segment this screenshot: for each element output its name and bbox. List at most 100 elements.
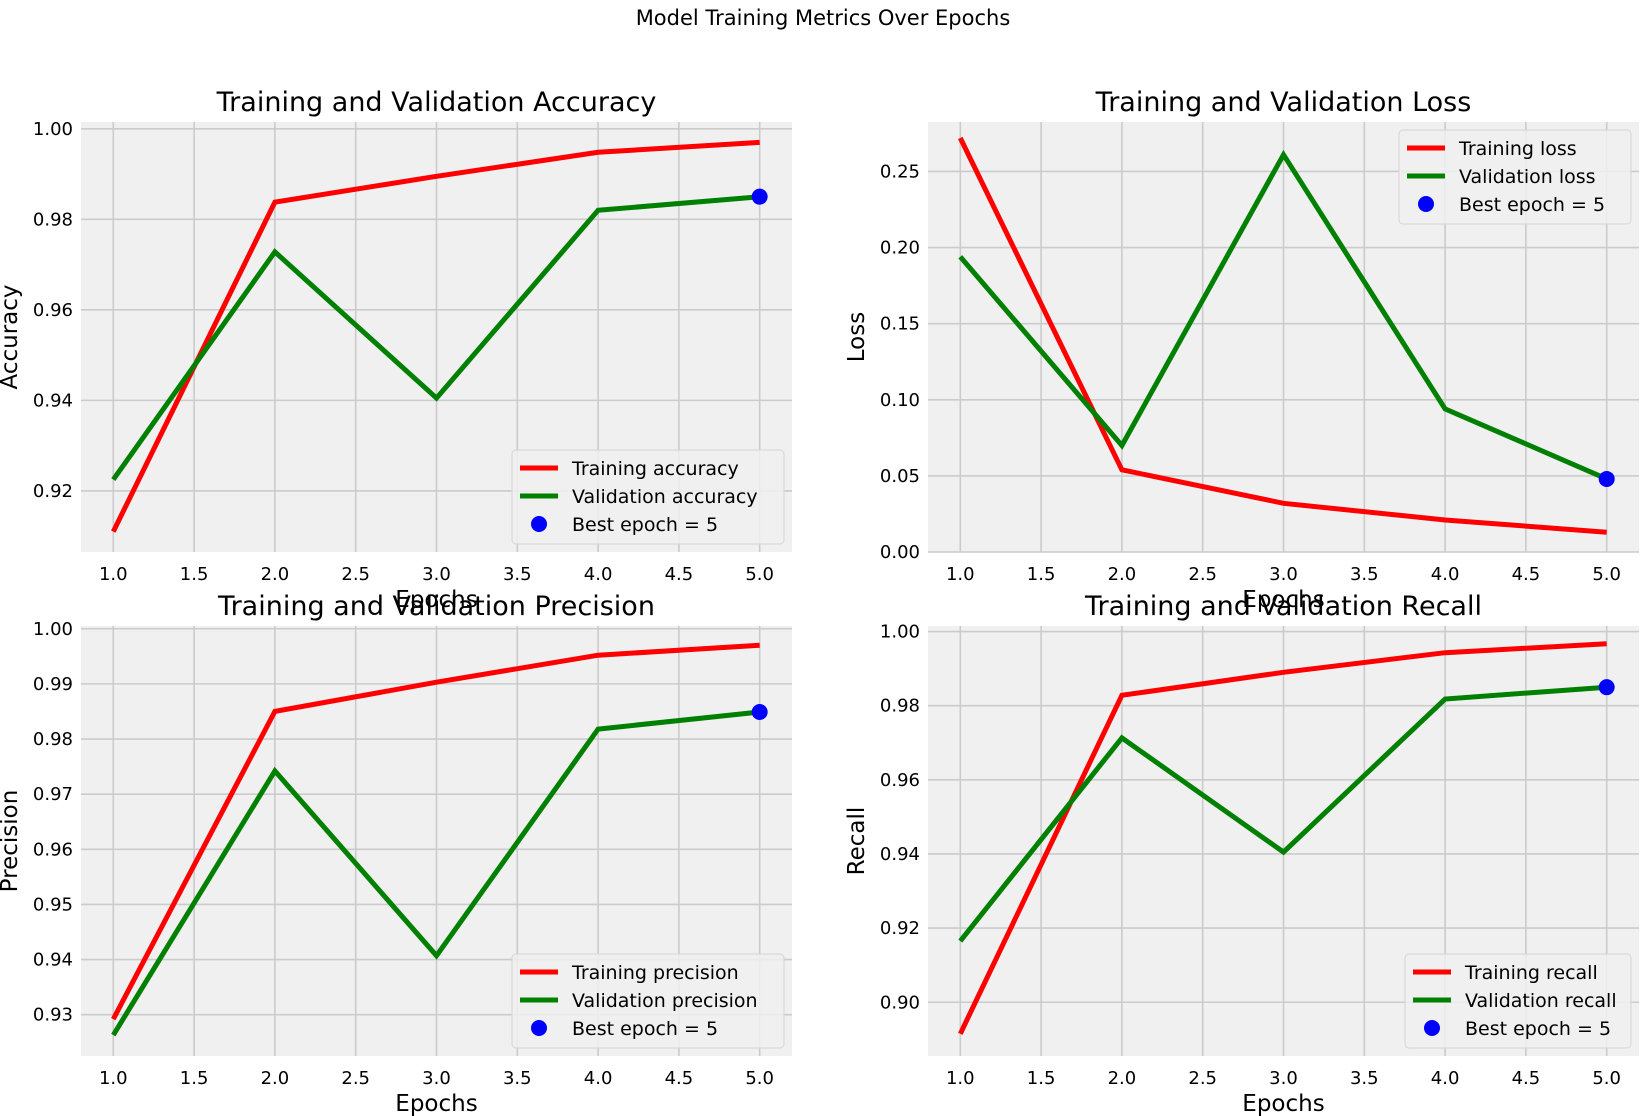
legend-entry: Training accuracy	[571, 458, 739, 480]
series-line-training	[111, 139, 760, 533]
x-tick-label: 5.0	[745, 564, 774, 585]
y-tick-label: 0.98	[880, 696, 920, 717]
y-tick-label: 0.92	[33, 481, 73, 502]
y-tick-label: 0.97	[33, 784, 73, 805]
y-tick-label: 0.93	[33, 1005, 73, 1026]
x-tick-label: 1.5	[180, 564, 209, 585]
series-line-validation	[958, 684, 1607, 943]
series-line-validation	[958, 149, 1608, 482]
axes-title: Training and Validation Precision	[217, 591, 655, 622]
x-tick-label: 4.5	[665, 1068, 694, 1089]
legend-entry: Validation precision	[572, 990, 758, 1012]
x-tick-label: 2.0	[1108, 1068, 1137, 1089]
x-tick-label: 3.0	[1269, 564, 1298, 585]
x-tick-label: 1.5	[1027, 564, 1056, 585]
y-tick-label: 0.90	[880, 992, 920, 1013]
axes-title: Training and Validation Loss	[1095, 87, 1472, 118]
y-tick-label: 0.92	[880, 918, 920, 939]
axes-title: Training and Validation Accuracy	[216, 87, 657, 118]
x-tick-label: 4.0	[584, 1068, 613, 1089]
legend: Training recall Validation recall Best epo…	[1404, 953, 1632, 1049]
y-tick-label: 1.00	[33, 619, 73, 640]
x-tick-label: 3.5	[503, 1068, 532, 1089]
x-tick-label: 3.0	[422, 564, 451, 585]
x-tick-label: 1.0	[99, 1068, 128, 1089]
best-epoch-marker	[751, 188, 768, 205]
x-tick-label: 2.5	[1188, 1068, 1217, 1089]
best-epoch-marker	[751, 704, 768, 720]
series-line-training	[111, 642, 760, 1021]
legend-box	[511, 449, 785, 545]
legend-entry: Best epoch = 5	[572, 514, 718, 536]
legend-entry: Training loss	[1458, 138, 1577, 160]
best-epoch-marker	[1598, 679, 1615, 696]
legend-box	[1404, 953, 1632, 1049]
y-tick-label: 0.94	[33, 390, 73, 411]
y-tick-label: 0.96	[33, 300, 73, 321]
x-tick-label: 2.0	[1108, 564, 1137, 585]
chart-panel-2: 1.0 1.5 2.0 2.5 3.0 3.5 4.0 4.5 5.0 0.00 0.05 0.10 0…	[844, 87, 1639, 613]
y-tick-label: 0.95	[33, 894, 73, 915]
y-tick-label: 1.00	[880, 622, 920, 643]
legend-entry: Validation accuracy	[572, 486, 758, 508]
y-axis-label: Recall	[844, 807, 870, 876]
x-tick-label: 3.5	[503, 564, 532, 585]
y-tick-label: 0.96	[33, 839, 73, 860]
y-tick-label: 0.94	[33, 950, 73, 971]
y-axis-label: Loss	[844, 312, 870, 362]
x-tick-label: 2.5	[341, 564, 370, 585]
legend-marker	[1424, 1020, 1440, 1036]
x-tick-label: 3.5	[1350, 1068, 1379, 1089]
legend: Training accuracy Validation accuracy Best…	[511, 449, 785, 545]
y-tick-label: 1.00	[33, 119, 73, 140]
x-axis-label: Epochs	[395, 587, 477, 613]
legend-marker	[1418, 196, 1434, 212]
chart-panel-1: 1.0 1.5 2.0 2.5 3.0 3.5 4.0 4.5 5.0 0.92 0.94 0.96 0…	[0, 87, 792, 613]
figure-title: Model Training Metrics Over Epochs	[635, 6, 1011, 30]
x-tick-label: 3.0	[422, 1068, 451, 1089]
axes-title: Training and Validation Recall	[1084, 591, 1482, 622]
x-tick-label: 4.5	[1512, 564, 1541, 585]
chart-panel-3: 1.0 1.5 2.0 2.5 3.0 3.5 4.0 4.5 5.0 0.93 0.94 0.95 0…	[0, 591, 792, 1116]
x-axis-label: Epochs	[395, 1091, 477, 1116]
y-tick-label: 0.05	[880, 466, 920, 487]
y-tick-label: 0.00	[880, 542, 920, 563]
legend-box	[1398, 129, 1632, 225]
chart-panel-4: 1.0 1.5 2.0 2.5 3.0 3.5 4.0 4.5 5.0 0.90 0.92 0.94 0…	[844, 591, 1639, 1116]
legend-box	[511, 953, 785, 1049]
x-axis-label: Epochs	[1242, 1091, 1324, 1116]
legend-entry: Best epoch = 5	[572, 1018, 718, 1040]
y-tick-label: 0.99	[33, 674, 73, 695]
legend-entry: Validation loss	[1459, 166, 1596, 188]
series-line-training	[958, 136, 1607, 535]
legend-marker	[531, 516, 547, 532]
legend-entry: Training precision	[571, 962, 739, 984]
legend-entry: Training recall	[1464, 962, 1598, 984]
x-tick-label: 4.0	[584, 564, 613, 585]
x-tick-label: 5.0	[1592, 1068, 1621, 1089]
legend-entry: Best epoch = 5	[1459, 194, 1605, 216]
y-tick-label: 0.98	[33, 729, 73, 750]
best-epoch-marker	[1598, 470, 1615, 487]
legend-marker	[531, 1020, 547, 1036]
x-tick-label: 4.0	[1431, 1068, 1460, 1089]
y-tick-label: 0.15	[880, 314, 920, 335]
x-tick-label: 1.0	[99, 564, 128, 585]
legend-entry: Best epoch = 5	[1465, 1018, 1611, 1040]
y-tick-label: 0.25	[880, 161, 920, 182]
legend-entry: Validation recall	[1465, 990, 1617, 1012]
y-tick-label: 0.94	[880, 844, 920, 865]
series-line-validation	[111, 194, 760, 482]
y-tick-label: 0.98	[33, 209, 73, 230]
series-line-validation	[111, 709, 760, 1037]
x-tick-label: 5.0	[745, 1068, 774, 1089]
x-tick-label: 3.0	[1269, 1068, 1298, 1089]
x-tick-label: 2.0	[261, 564, 290, 585]
y-axis-label: Precision	[0, 790, 23, 893]
y-axis-label: Accuracy	[0, 284, 23, 389]
x-tick-label: 2.0	[261, 1068, 290, 1089]
x-tick-label: 2.5	[1188, 564, 1217, 585]
x-tick-label: 1.0	[946, 564, 975, 585]
